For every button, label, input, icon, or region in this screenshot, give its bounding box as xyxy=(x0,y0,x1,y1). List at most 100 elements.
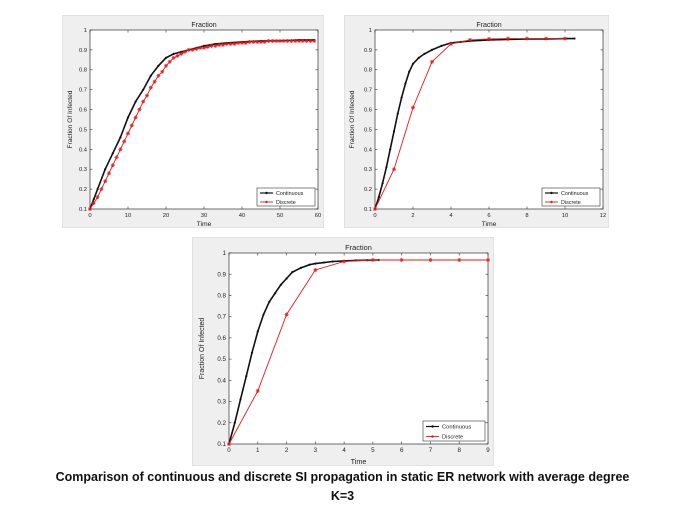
data-point-discrete xyxy=(205,44,210,49)
data-point-discrete xyxy=(129,123,134,128)
x-tick-label: 5 xyxy=(371,447,375,454)
data-point-discrete xyxy=(186,47,191,52)
x-tick-label: 40 xyxy=(239,213,245,219)
data-point-discrete xyxy=(221,42,225,47)
data-point-discrete xyxy=(274,38,279,43)
y-tick-label: 0.7 xyxy=(217,314,226,321)
x-tick-label: 0 xyxy=(88,213,91,219)
series-line-discrete xyxy=(228,259,488,445)
x-tick-label: 9 xyxy=(486,447,490,454)
data-point-discrete xyxy=(148,85,153,90)
data-point-discrete xyxy=(114,155,119,160)
data-point-continuous xyxy=(92,197,95,201)
data-point-discrete xyxy=(428,258,433,263)
data-point-discrete xyxy=(213,43,218,48)
data-point-discrete xyxy=(430,59,434,64)
data-point-continuous xyxy=(299,266,303,269)
y-tick-label: 0.8 xyxy=(364,68,372,74)
data-point-discrete xyxy=(313,267,318,272)
data-point-continuous xyxy=(430,48,434,51)
y-tick-label: 0.7 xyxy=(364,88,372,94)
data-point-continuous xyxy=(256,330,259,333)
data-point-discrete xyxy=(300,38,305,43)
x-tick-label: 0 xyxy=(373,213,376,219)
data-point-discrete xyxy=(179,51,184,56)
data-point-discrete xyxy=(118,147,123,152)
data-point-discrete xyxy=(88,207,92,211)
legend-marker xyxy=(431,425,434,428)
data-point-continuous xyxy=(400,96,403,99)
data-point-discrete xyxy=(304,38,309,43)
data-point-continuous xyxy=(104,168,107,171)
data-point-continuous xyxy=(164,56,168,59)
y-axis-label: Fraction Of Infected xyxy=(349,90,356,148)
y-tick-label: 0.4 xyxy=(217,377,226,384)
x-tick-label: 8 xyxy=(525,213,528,219)
x-axis-label: Time xyxy=(482,221,497,228)
data-point-discrete xyxy=(563,36,567,41)
data-point-continuous xyxy=(262,313,265,316)
y-tick-label: 0.5 xyxy=(79,127,87,133)
chart-title: Fraction xyxy=(191,22,216,29)
data-point-discrete xyxy=(247,39,252,44)
legend-marker xyxy=(431,435,434,438)
data-point-discrete xyxy=(370,258,375,263)
data-point-continuous xyxy=(149,74,152,77)
data-point-discrete xyxy=(133,115,138,120)
data-point-discrete xyxy=(190,47,195,52)
x-tick-label: 10 xyxy=(562,213,568,219)
x-tick-label: 8 xyxy=(457,447,461,454)
x-tick-label: 3 xyxy=(314,447,318,454)
y-tick-label: 0.6 xyxy=(364,107,372,113)
data-point-discrete xyxy=(202,45,206,50)
x-tick-label: 20 xyxy=(163,213,169,219)
data-point-discrete xyxy=(284,312,289,317)
data-point-discrete xyxy=(183,49,187,54)
data-point-continuous xyxy=(392,130,396,133)
data-point-continuous xyxy=(440,44,443,48)
data-point-continuous xyxy=(396,112,399,115)
data-point-continuous xyxy=(273,292,277,295)
legend-marker xyxy=(265,200,268,204)
legend-label-continuous: Continuous xyxy=(561,191,589,197)
data-point-discrete xyxy=(411,105,415,110)
y-tick-label: 0.2 xyxy=(364,187,372,193)
data-point-discrete xyxy=(194,46,199,51)
data-point-discrete xyxy=(506,36,510,41)
legend-label-discrete: Discrete xyxy=(442,435,463,441)
data-point-continuous xyxy=(142,88,145,91)
y-tick-label: 0.8 xyxy=(217,293,226,300)
data-point-discrete xyxy=(175,53,180,58)
data-point-discrete xyxy=(209,43,214,48)
legend-marker xyxy=(550,200,553,204)
x-tick-label: 4 xyxy=(342,447,346,454)
data-point-continuous xyxy=(172,52,175,55)
data-point-continuous xyxy=(417,56,420,59)
data-point-continuous xyxy=(314,262,317,265)
data-point-discrete xyxy=(399,258,404,263)
chart-panel-1: Fraction Time Fraction Of Infected 0 10 20 30 4… xyxy=(62,15,324,228)
data-point-continuous xyxy=(239,398,242,401)
legend-label-continuous: Continuous xyxy=(442,425,471,431)
x-tick-label: 1 xyxy=(256,447,260,454)
data-point-discrete xyxy=(266,38,271,43)
series-line-continuous xyxy=(89,39,315,210)
x-tick-label: 4 xyxy=(449,213,453,219)
y-tick-label: 0.4 xyxy=(364,147,373,153)
data-point-discrete xyxy=(243,40,248,45)
data-point-continuous xyxy=(126,116,130,119)
data-point-discrete xyxy=(270,38,275,43)
x-axis-label: Time xyxy=(351,457,367,466)
figure-caption-line-1: Comparison of continuous and discrete SI… xyxy=(55,470,630,484)
plot-area xyxy=(89,29,319,210)
data-point-discrete xyxy=(91,201,96,206)
legend-label-discrete: Discrete xyxy=(276,200,296,206)
y-tick-label: 0.8 xyxy=(79,68,87,74)
y-tick-label: 1 xyxy=(369,28,372,34)
data-point-discrete xyxy=(281,38,286,43)
data-point-continuous xyxy=(268,300,271,303)
chart-svg: Fraction Time Fraction Of Infected 0 10 20 30 4… xyxy=(67,22,321,228)
data-point-discrete xyxy=(156,73,161,78)
legend: Continuous Discrete xyxy=(541,187,601,207)
legend-marker xyxy=(550,191,553,195)
